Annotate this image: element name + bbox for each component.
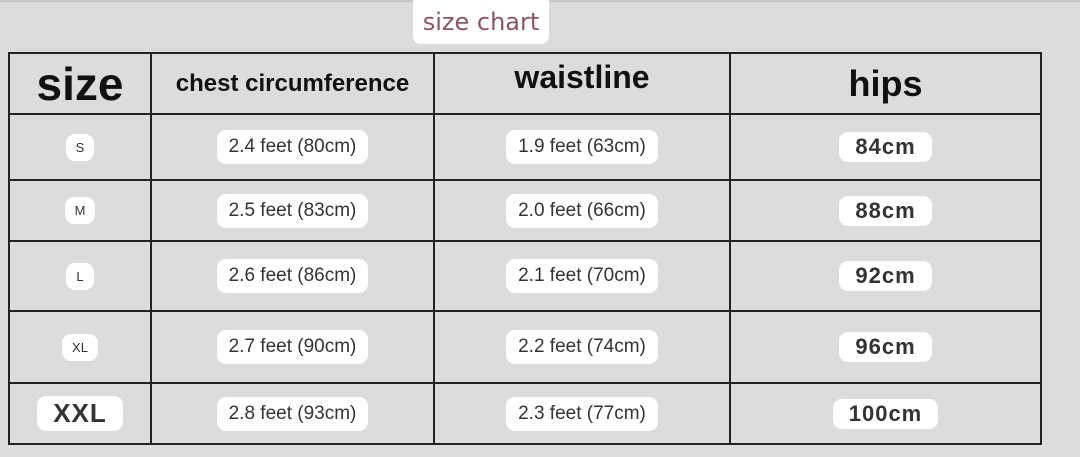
table-cell: 1.9 feet (63cm) [435, 115, 731, 181]
cell-value-chest: 2.4 feet (80cm) [216, 130, 369, 164]
cell-value-hips: 88cm [839, 195, 932, 226]
header-chest: chest circumference [152, 54, 435, 115]
header-hips: hips [731, 54, 1040, 115]
cell-value-hips: 84cm [839, 132, 932, 162]
header-size: size [10, 54, 152, 115]
table-cell: 92cm [731, 242, 1040, 312]
table-cell: S [10, 115, 152, 181]
table-cell: 84cm [731, 115, 1040, 181]
cell-value-hips: 92cm [839, 261, 932, 291]
table-cell: 96cm [731, 312, 1040, 384]
cell-value-chest: 2.7 feet (90cm) [216, 330, 369, 364]
cell-value-waist: 1.9 feet (63cm) [506, 130, 658, 164]
table-cell: XL [10, 312, 152, 384]
table-cell: 100cm [731, 384, 1040, 443]
table-cell: 2.7 feet (90cm) [152, 312, 435, 384]
cell-value-size: XXL [37, 396, 123, 431]
table-cell: 2.0 feet (66cm) [435, 181, 731, 242]
cell-value-waist: 2.0 feet (66cm) [506, 193, 658, 228]
cell-value-chest: 2.6 feet (86cm) [216, 259, 369, 293]
cell-value-hips: 96cm [839, 332, 932, 362]
cell-value-waist: 2.1 feet (70cm) [506, 259, 658, 293]
table-cell: L [10, 242, 152, 312]
cell-value-size: S [65, 133, 95, 161]
table-cell: 2.6 feet (86cm) [152, 242, 435, 312]
table-cell: 2.4 feet (80cm) [152, 115, 435, 181]
table-cell: 2.5 feet (83cm) [152, 181, 435, 242]
cell-value-size: L [66, 262, 94, 290]
table-cell: 2.2 feet (74cm) [435, 312, 731, 384]
cell-value-size: M [64, 197, 96, 224]
cell-value-hips: 100cm [832, 398, 939, 429]
table-cell: 2.1 feet (70cm) [435, 242, 731, 312]
cell-value-size: XL [62, 333, 98, 361]
page-title: size chart [413, 0, 549, 44]
header-waist: waistline [435, 54, 731, 115]
table-cell: 88cm [731, 181, 1040, 242]
cell-value-chest: 2.8 feet (93cm) [216, 396, 369, 431]
table-cell: M [10, 181, 152, 242]
cell-value-waist: 2.3 feet (77cm) [506, 396, 658, 431]
cell-value-chest: 2.5 feet (83cm) [216, 193, 369, 228]
table-cell: 2.8 feet (93cm) [152, 384, 435, 443]
cell-value-waist: 2.2 feet (74cm) [506, 330, 658, 364]
table-cell: 2.3 feet (77cm) [435, 384, 731, 443]
size-table: size chest circumference waistline hips … [8, 52, 1042, 445]
table-cell: XXL [10, 384, 152, 443]
